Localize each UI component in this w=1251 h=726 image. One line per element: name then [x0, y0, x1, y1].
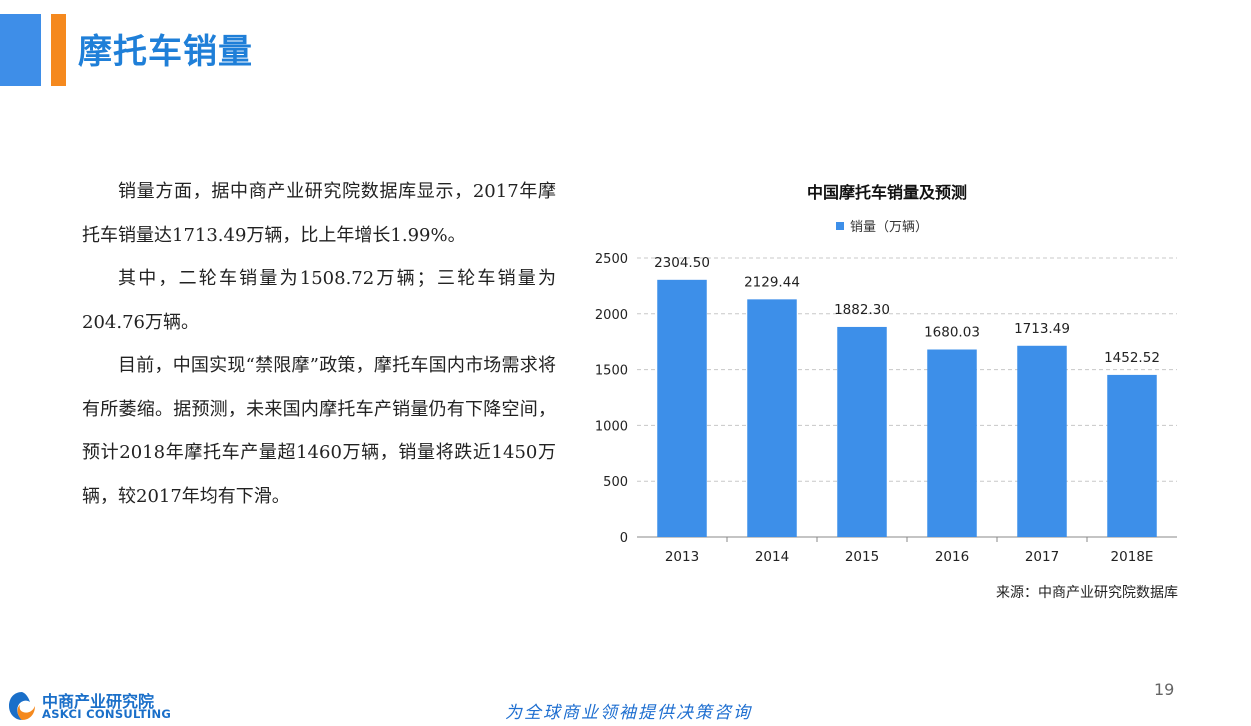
- data-label-2014: 2129.44: [744, 274, 800, 290]
- logo-mark-icon: [9, 692, 35, 720]
- logo-text-cn: 中商产业研究院: [42, 692, 155, 711]
- footer-slogan: 为全球商业领袖提供决策咨询: [505, 703, 752, 723]
- header-accent-orange: [51, 14, 66, 86]
- chart-svg: 中国摩托车销量及预测 销量（万辆） 0 500 1000 1500 2000 2500 20…: [595, 183, 1177, 565]
- paragraph-3: 目前，中国实现“禁限摩”政策，摩托车国内市场需求将有所萎缩。据预测，未来国内摩托…: [82, 355, 556, 507]
- source-note: 来源：中商产业研究院数据库: [996, 585, 1178, 601]
- x-tick-label-2014: 2014: [755, 549, 789, 565]
- paragraph-1: 销量方面，据中商产业研究院数据库显示，2017年摩托车销量达1713.49万辆，…: [82, 181, 556, 246]
- y-tick-label: 1500: [595, 364, 628, 379]
- y-tick-label: 1000: [595, 419, 628, 434]
- data-label-2015: 1882.30: [834, 302, 890, 318]
- y-tick-label: 2000: [595, 308, 628, 323]
- data-label-2017: 1713.49: [1014, 321, 1070, 337]
- page-number: 19: [1154, 680, 1175, 699]
- data-label-2016: 1680.03: [924, 325, 980, 341]
- legend-label: 销量（万辆）: [850, 220, 928, 235]
- body-text: 销量方面，据中商产业研究院数据库显示，2017年摩托车销量达1713.49万辆，…: [82, 170, 556, 518]
- x-tick-label-2013: 2013: [665, 549, 699, 565]
- y-tick-label: 500: [603, 475, 628, 490]
- legend-swatch: [836, 222, 844, 230]
- header-accent-blue: [0, 14, 41, 86]
- sales-chart: 中国摩托车销量及预测 销量（万辆） 0 500 1000 1500 2000 2500 20…: [580, 170, 1200, 610]
- x-tick-label-2016: 2016: [935, 549, 969, 565]
- bar-2015: [837, 326, 887, 537]
- bars-layer: 2304.50 2129.44 1882.30 1680.03 1713.49 1452.…: [654, 255, 1160, 537]
- bar-2016: [927, 349, 977, 537]
- x-tick-label-2017: 2017: [1025, 549, 1059, 565]
- paragraph-2: 其中，二轮车销量为1508.72万辆；三轮车销量为204.76万辆。: [82, 268, 556, 333]
- bar-2014: [747, 299, 797, 537]
- x-tick-label-2018E: 2018E: [1111, 549, 1154, 565]
- grid-layer: [637, 257, 1177, 482]
- bar-2013: [657, 279, 707, 537]
- axis-layer: 0 500 1000 1500 2000 2500 2013 2014 2015 2016 2017…: [595, 252, 1177, 565]
- chart-title: 中国摩托车销量及预测: [807, 183, 967, 202]
- x-tick-label-2015: 2015: [845, 549, 879, 565]
- data-label-2018E: 1452.52: [1104, 350, 1160, 366]
- bar-2017: [1017, 345, 1067, 537]
- page-title: 摩托车销量: [78, 32, 253, 72]
- y-tick-label: 0: [620, 531, 628, 546]
- data-label-2013: 2304.50: [654, 255, 710, 271]
- y-tick-label: 2500: [595, 252, 628, 267]
- bar-2018E: [1107, 374, 1157, 537]
- logo-text-en: ASKCI CONSULTING: [42, 707, 172, 721]
- company-logo: 中商产业研究院 ASKCI CONSULTING: [6, 688, 176, 724]
